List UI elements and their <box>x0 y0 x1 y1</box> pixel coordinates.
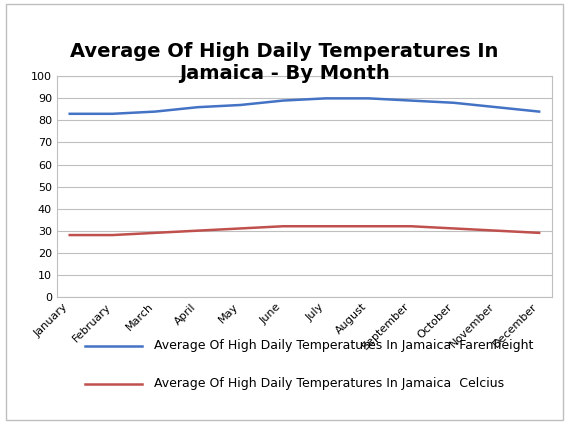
Average Of High Daily Temperatures In Jamaica  Celcius <box>151 230 158 235</box>
Average Of High Daily Temperatures In Jamaica  Celcius <box>493 228 500 233</box>
Average Of High Daily Temperatures In Jamaica  Celcius <box>535 230 542 235</box>
Text: Average Of High Daily Temperatures In Jamaica  Farenheight: Average Of High Daily Temperatures In Ja… <box>154 339 533 352</box>
Average Of High Daily Temperatures In Jamaica  Farenheight <box>237 103 244 108</box>
Average Of High Daily Temperatures In Jamaica  Farenheight <box>493 105 500 110</box>
Average Of High Daily Temperatures In Jamaica  Celcius <box>450 226 457 231</box>
Average Of High Daily Temperatures In Jamaica  Farenheight <box>450 100 457 105</box>
Line: Average Of High Daily Temperatures In Jamaica  Celcius: Average Of High Daily Temperatures In Ja… <box>69 226 539 235</box>
Average Of High Daily Temperatures In Jamaica  Celcius <box>322 224 329 229</box>
Average Of High Daily Temperatures In Jamaica  Farenheight <box>66 111 73 116</box>
Line: Average Of High Daily Temperatures In Jamaica  Farenheight: Average Of High Daily Temperatures In Ja… <box>69 98 539 114</box>
Average Of High Daily Temperatures In Jamaica  Celcius <box>194 228 201 233</box>
Average Of High Daily Temperatures In Jamaica  Farenheight <box>407 98 414 103</box>
Average Of High Daily Temperatures In Jamaica  Farenheight <box>194 105 201 110</box>
Average Of High Daily Temperatures In Jamaica  Farenheight <box>279 98 286 103</box>
Average Of High Daily Temperatures In Jamaica  Farenheight <box>151 109 158 114</box>
Text: Average Of High Daily Temperatures In
Jamaica - By Month: Average Of High Daily Temperatures In Ja… <box>71 42 498 84</box>
Text: Average Of High Daily Temperatures In Jamaica  Celcius: Average Of High Daily Temperatures In Ja… <box>154 377 504 390</box>
Average Of High Daily Temperatures In Jamaica  Celcius <box>66 232 73 237</box>
Average Of High Daily Temperatures In Jamaica  Farenheight <box>535 109 542 114</box>
Average Of High Daily Temperatures In Jamaica  Celcius <box>237 226 244 231</box>
Average Of High Daily Temperatures In Jamaica  Farenheight <box>322 96 329 101</box>
Average Of High Daily Temperatures In Jamaica  Celcius <box>407 224 414 229</box>
Average Of High Daily Temperatures In Jamaica  Farenheight <box>365 96 372 101</box>
Average Of High Daily Temperatures In Jamaica  Celcius <box>365 224 372 229</box>
Average Of High Daily Temperatures In Jamaica  Celcius <box>279 224 286 229</box>
Average Of High Daily Temperatures In Jamaica  Celcius <box>109 232 116 237</box>
Average Of High Daily Temperatures In Jamaica  Farenheight <box>109 111 116 116</box>
